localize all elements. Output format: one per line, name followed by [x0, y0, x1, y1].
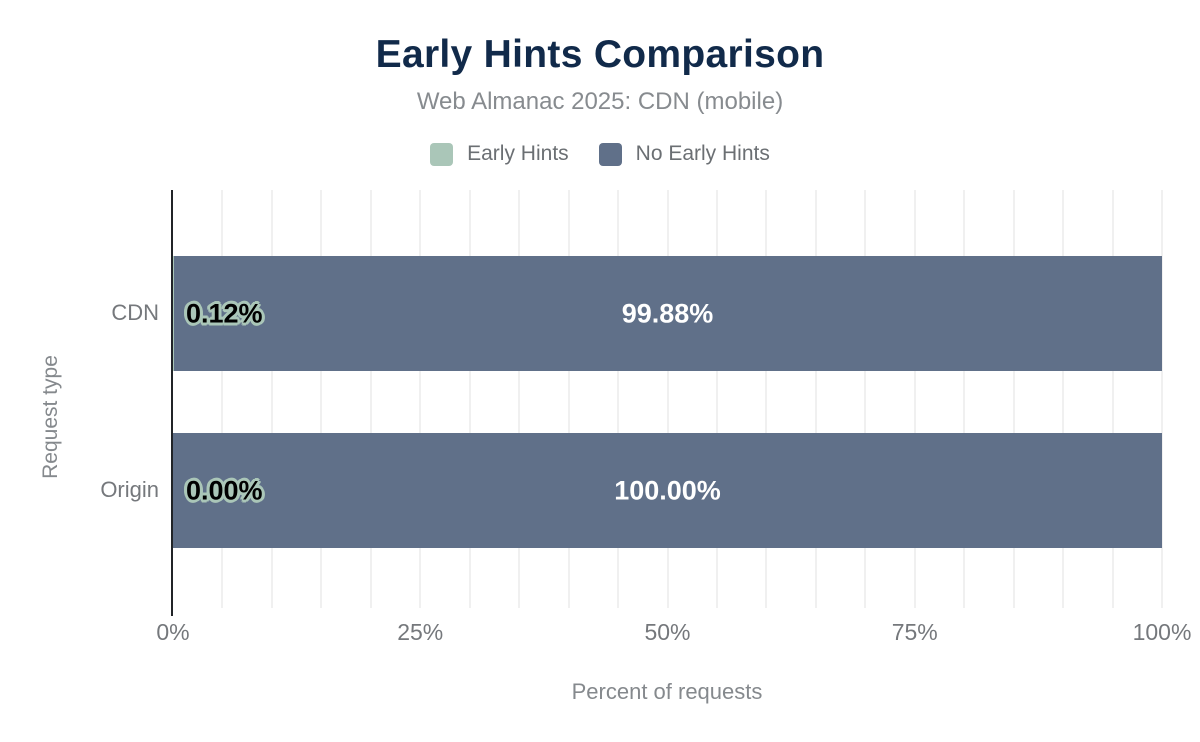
gridline — [320, 190, 323, 608]
gridline — [715, 190, 718, 608]
legend-item-early-hints: Early Hints — [430, 142, 569, 166]
legend-swatch-early-hints-icon — [430, 142, 454, 166]
gridline — [1012, 190, 1015, 608]
chart-title: Early Hints Comparison — [375, 33, 825, 76]
bar-row-origin: 0.00% 100.00% — [173, 433, 1162, 548]
legend-label-no-early-hints: No Early Hints — [635, 142, 770, 165]
gridline — [270, 190, 273, 608]
value-label-no-early-hints-cdn: 99.88% — [621, 298, 714, 328]
legend-swatch-no-early-hints-icon — [598, 142, 622, 166]
bar-row-cdn: 0.12% 99.88% — [173, 256, 1162, 371]
gridline — [666, 190, 669, 608]
gridline — [617, 190, 620, 608]
gridline — [1161, 190, 1163, 608]
gridline — [468, 190, 471, 608]
gridline — [369, 190, 372, 608]
gridline — [765, 190, 768, 608]
value-label-early-hints-origin: 0.00% — [186, 475, 263, 505]
bar-segment-no-early-hints-origin — [173, 433, 1162, 548]
category-label-cdn: CDN — [111, 300, 159, 325]
gridline — [913, 190, 916, 608]
bar-segment-early-hints-cdn — [173, 256, 175, 371]
gridline — [864, 190, 867, 608]
y-axis-title: Request type — [39, 355, 62, 479]
gridline — [814, 190, 817, 608]
category-label-origin: Origin — [100, 477, 159, 502]
x-tick-0: 0% — [156, 619, 190, 645]
plot-area: 0.12% 99.88% 0.00% 100.00% CDN Origin 0%… — [100, 190, 1191, 645]
x-tick-50: 50% — [644, 619, 691, 645]
gridline — [518, 190, 521, 608]
gridline — [1062, 190, 1065, 608]
chart-subtitle: Web Almanac 2025: CDN (mobile) — [416, 88, 784, 115]
x-axis-title: Percent of requests — [571, 679, 763, 704]
gridline — [419, 190, 422, 608]
gridline — [567, 190, 570, 608]
legend-label-early-hints: Early Hints — [467, 142, 569, 165]
legend-item-no-early-hints: No Early Hints — [598, 142, 770, 166]
x-tick-100: 100% — [1132, 619, 1192, 645]
gridline — [1111, 190, 1114, 608]
gridline — [221, 190, 224, 608]
legend: Early Hints No Early Hints — [0, 142, 1200, 166]
x-tick-25: 25% — [397, 619, 444, 645]
x-tick-75: 75% — [891, 619, 938, 645]
bar-segment-no-early-hints-cdn — [174, 256, 1162, 371]
gridline — [963, 190, 966, 608]
y-axis-line — [171, 190, 173, 616]
value-label-early-hints-cdn: 0.12% — [186, 298, 263, 328]
value-label-no-early-hints-origin: 100.00% — [614, 475, 721, 505]
